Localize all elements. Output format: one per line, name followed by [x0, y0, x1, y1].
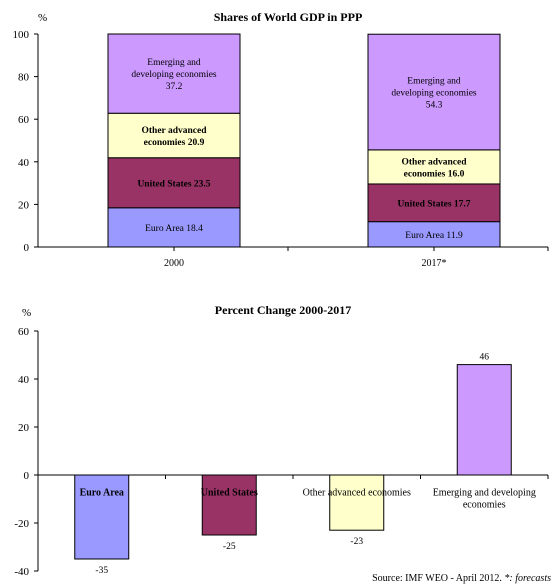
y-axis-label: %: [22, 307, 31, 319]
segment-label-line: Euro Area 18.4: [145, 224, 203, 234]
x-tick-label-line: economies: [463, 500, 506, 511]
bars: -35 -25 -23 46: [74, 353, 512, 576]
segment-label-line: United States 17.7: [397, 199, 470, 209]
y-tick-label: 80: [18, 72, 30, 84]
segment-label-line: developing economies: [131, 70, 217, 80]
segment-label-line: Other advanced: [141, 126, 207, 136]
bar: [456, 364, 512, 476]
segment-label-line: Euro Area 11.9: [405, 231, 463, 241]
chart-title: Percent Change 2000-2017: [215, 303, 351, 317]
x-tick-label: Other advanced economies: [303, 488, 411, 499]
segment-label: United States 23.5: [137, 179, 210, 189]
segment-label-line: Emerging and: [147, 58, 201, 68]
segment-label: Emerging and developing economies 37.2: [131, 58, 217, 92]
bar-segment: [367, 149, 501, 185]
bar-segment: [107, 207, 241, 248]
y-ticks: -40 -20 0 20 40 60: [14, 326, 38, 578]
stacked-bar-chart: Shares of World GDP in PPP % 0 20 40 60 80 10…: [13, 10, 549, 269]
data-label: -25: [223, 542, 236, 552]
y-tick-label: -40: [14, 566, 29, 578]
y-tick-label: 60: [18, 326, 30, 338]
y-tick-label: 0: [24, 470, 30, 482]
bar-segment: [367, 221, 501, 248]
segment-label-line: 37.2: [166, 82, 183, 92]
segment-label: United States 17.7: [397, 199, 470, 209]
x-tick-labels: Euro Area United States Other advanced eco…: [80, 475, 549, 511]
segment-label: Euro Area 11.9: [405, 231, 463, 241]
x-tick-label-line: Emerging and developing: [433, 488, 536, 499]
segment-label-line: developing economies: [391, 89, 477, 99]
data-label: -23: [350, 537, 363, 547]
segment-label-line: economies 20.9: [144, 138, 205, 148]
bar-segment: [367, 33, 501, 151]
bar-segment: [107, 33, 241, 114]
segment-label-line: economies 16.0: [404, 169, 465, 179]
segment-label-line: United States 23.5: [137, 179, 210, 189]
segment-label: Other advanced economies 16.0: [401, 157, 467, 179]
x-tick-label: United States: [201, 488, 258, 499]
bar-segment: [107, 157, 241, 209]
source-note: Source: IMF WEO - April 2012. *: forecas…: [372, 573, 551, 584]
y-ticks: 0 20 40 60 80 100: [13, 29, 38, 254]
y-tick-label: 40: [18, 374, 30, 386]
segment-label: Euro Area 18.4: [145, 224, 203, 234]
y-tick-label: 100: [13, 29, 30, 41]
data-label: 46: [480, 353, 490, 363]
x-tick-label-line: Euro Area: [80, 488, 124, 499]
chart-title: Shares of World GDP in PPP: [214, 10, 363, 24]
bar-segment: [367, 183, 501, 223]
bars: Euro Area 18.4 United States 23.5 Other ad…: [107, 33, 501, 248]
segment-label-line: Other advanced: [401, 157, 467, 167]
bar-chart: Percent Change 2000-2017 % -40 -20 0 20 40 60…: [14, 303, 549, 578]
x-tick-label-line: Other advanced economies: [303, 488, 411, 499]
x-tick-label: 2017*: [422, 258, 447, 269]
bar: [74, 474, 130, 560]
bar: [329, 474, 385, 531]
segment-label: Other advanced economies 20.9: [141, 126, 207, 148]
x-tick-labels: 2000 2017*: [164, 247, 549, 269]
source-text: Source: IMF WEO - April 2012.: [372, 573, 504, 584]
y-tick-label: 20: [18, 422, 30, 434]
segment-label-line: 54.3: [426, 101, 443, 111]
y-axis-label: %: [38, 12, 47, 24]
y-tick-label: 40: [18, 157, 30, 169]
y-tick-label: 60: [18, 114, 30, 126]
x-tick-label: Emerging and developing economies: [433, 488, 536, 511]
forecast-note: *: forecasts: [504, 573, 551, 584]
data-label: -35: [95, 566, 108, 576]
x-tick-label-line: United States: [201, 488, 258, 499]
y-tick-label: -20: [14, 518, 29, 530]
segment-label-line: Emerging and: [407, 77, 461, 87]
y-tick-label: 20: [18, 199, 30, 211]
segment-label: Emerging and developing economies 54.3: [391, 77, 477, 111]
x-tick-label: Euro Area: [80, 488, 124, 499]
y-tick-label: 0: [24, 242, 30, 254]
bar-segment: [107, 112, 241, 159]
bar: [201, 474, 257, 536]
x-tick-label: 2000: [164, 258, 184, 269]
